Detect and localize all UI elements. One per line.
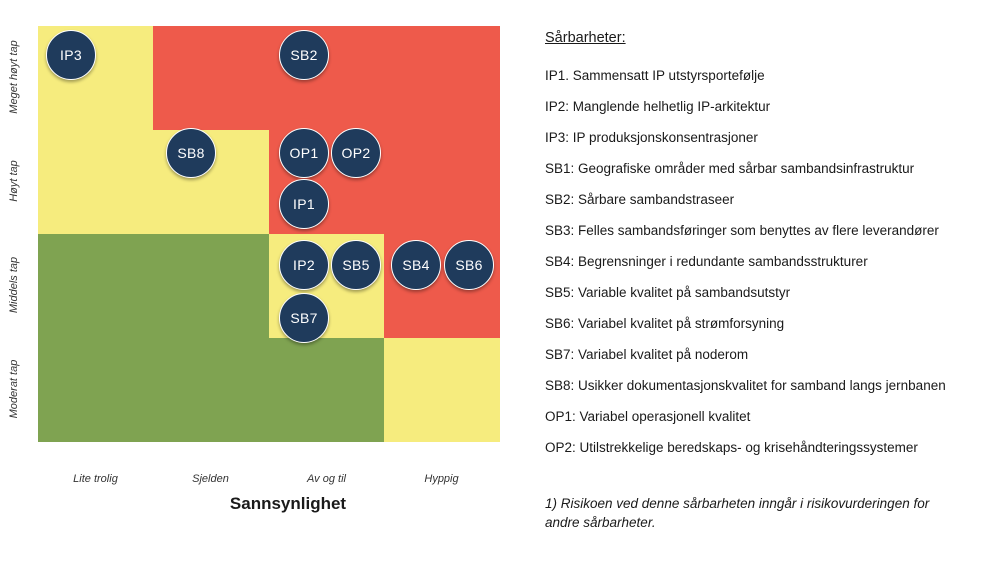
x-axis-label-av-og-til: Av og til [307, 473, 346, 485]
risk-marker-op1: OP1 [279, 128, 329, 178]
risk-marker-sb8: SB8 [166, 128, 216, 178]
x-axis-label-sjelden: Sjelden [192, 473, 229, 485]
risk-marker-ip3: IP3 [46, 30, 96, 80]
y-axis-label-hoyt-tap: Høyt tap [8, 160, 20, 202]
matrix-cell-hoyt-tap-hyppig [384, 130, 500, 234]
legend-item-sb4: SB4: Begrensninger i redundante sambands… [545, 254, 868, 269]
risk-marker-ip1: IP1 [279, 179, 329, 229]
footnote-line-2: andre sårbarheter. [545, 515, 656, 530]
legend-item-ip1: IP1. Sammensatt IP utstyrsportefølje [545, 68, 765, 83]
y-axis-label-moderat-tap: Moderat tap [8, 359, 20, 419]
matrix-cell-middels-tap-lite-trolig [38, 234, 153, 338]
matrix-cell-middels-tap-sjelden [153, 234, 269, 338]
x-axis-title: Sannsynlighet [229, 494, 347, 513]
legend-item-sb3: SB3: Felles sambandsføringer som benytte… [545, 223, 939, 238]
y-axis-label-middels-tap: Middels tap [8, 256, 20, 314]
matrix-cell-moderat-tap-sjelden [153, 338, 269, 442]
legend-item-sb7: SB7: Variabel kvalitet på noderom [545, 347, 749, 362]
risk-matrix: IP3 SB2 SB8 OP1 OP2 IP1 IP2 SB5 SB4 SB6 SB7 [38, 26, 500, 442]
footnote: 1) Risikoen ved denne sårbarheten inngår… [545, 494, 1000, 532]
x-axis-label-hyppig: Hyppig [424, 473, 459, 485]
y-axis-label-meget-hoyt-tap: Meget høyt tap [8, 40, 20, 114]
legend-item-sb5: SB5: Variable kvalitet på sambandsutstyr [545, 285, 791, 300]
risk-marker-ip2: IP2 [279, 240, 329, 290]
x-axis-label-lite-trolig: Lite trolig [73, 473, 118, 485]
risk-marker-sb5: SB5 [331, 240, 381, 290]
legend: Sårbarheter: IP1. Sammensatt IP utstyrsp… [545, 30, 1000, 463]
matrix-cell-hoyt-tap-lite-trolig [38, 130, 153, 234]
legend-item-sb1: SB1: Geografiske områder med sårbar samb… [545, 161, 915, 176]
legend-item-sb8: SB8: Usikker dokumentasjonskvalitet for … [545, 378, 946, 393]
matrix-cell-moderat-tap-lite-trolig [38, 338, 153, 442]
footnote-line-1: 1) Risikoen ved denne sårbarheten inngår… [545, 496, 930, 511]
risk-marker-op2: OP2 [331, 128, 381, 178]
matrix-cell-meget-hoyt-tap-hyppig [384, 26, 500, 130]
legend-item-sb6: SB6: Variabel kvalitet på strømforsyning [545, 316, 785, 331]
legend-item-op2: OP2: Utilstrekkelige beredskaps- og kris… [545, 440, 918, 455]
matrix-cell-moderat-tap-av-og-til [269, 338, 384, 442]
matrix-cell-moderat-tap-hyppig [384, 338, 500, 442]
risk-marker-sb2: SB2 [279, 30, 329, 80]
legend-item-ip3: IP3: IP produksjonskonsentrasjoner [545, 130, 758, 145]
legend-item-op1: OP1: Variabel operasjonell kvalitet [545, 409, 751, 424]
risk-marker-sb4: SB4 [391, 240, 441, 290]
legend-item-ip2: IP2: Manglende helhetlig IP-arkitektur [545, 99, 771, 114]
risk-marker-sb7: SB7 [279, 293, 329, 343]
legend-item-sb2: SB2: Sårbare sambandstraseer [545, 192, 735, 207]
risk-marker-sb6: SB6 [444, 240, 494, 290]
legend-title: Sårbarheter: [545, 30, 626, 46]
matrix-cell-meget-hoyt-tap-sjelden [153, 26, 269, 130]
